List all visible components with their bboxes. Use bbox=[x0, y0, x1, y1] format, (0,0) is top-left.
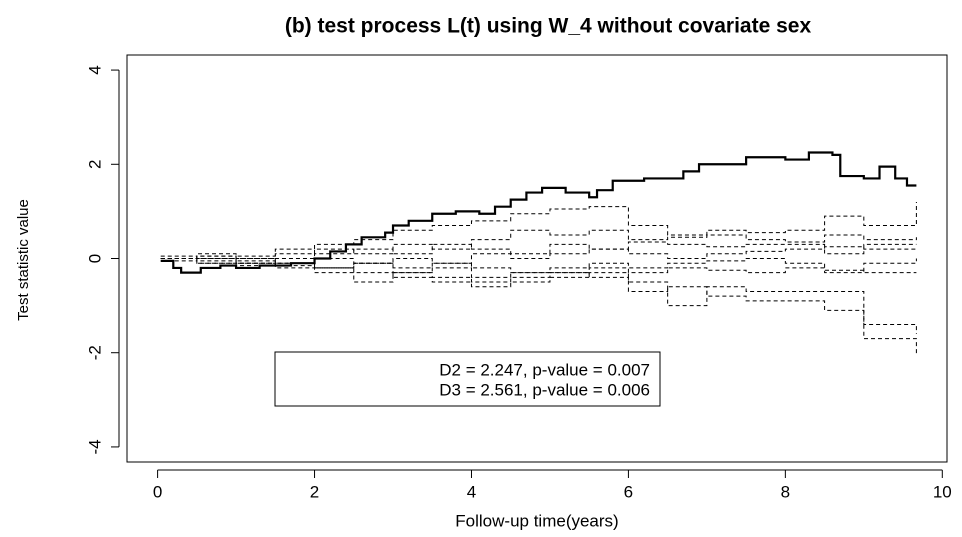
x-tick-label: 4 bbox=[467, 482, 476, 501]
x-tick-label: 8 bbox=[781, 482, 790, 501]
y-tick-label: -2 bbox=[85, 345, 104, 360]
simulated-process bbox=[160, 258, 917, 283]
chart-title: (b) test process L(t) using W_4 without … bbox=[285, 15, 812, 38]
y-tick-label: 4 bbox=[85, 65, 104, 74]
y-tick-label: -4 bbox=[85, 439, 104, 454]
x-tick-label: 6 bbox=[624, 482, 633, 501]
annotation: D2 = 2.247, p-value = 0.007 bbox=[439, 360, 650, 379]
simulated-process bbox=[160, 255, 917, 356]
simulated-process bbox=[160, 229, 917, 264]
annotation-box bbox=[274, 351, 661, 407]
y-tick-label: 2 bbox=[85, 160, 104, 169]
simulated-process bbox=[160, 241, 917, 264]
simulated-process bbox=[160, 201, 917, 259]
y-axis-label: Test statistic value bbox=[15, 199, 32, 321]
x-axis-label: Follow-up time(years) bbox=[455, 511, 618, 530]
annotation: D3 = 2.561, p-value = 0.006 bbox=[439, 380, 650, 399]
simulated-process bbox=[160, 258, 917, 274]
x-tick-label: 10 bbox=[933, 482, 952, 501]
x-tick-label: 0 bbox=[153, 482, 162, 501]
simulated-process bbox=[160, 246, 917, 264]
plot-frame bbox=[126, 54, 948, 463]
y-tick-label: 0 bbox=[85, 254, 104, 263]
x-tick-label: 2 bbox=[310, 482, 319, 501]
simulated-process bbox=[160, 258, 917, 334]
observed-process bbox=[160, 151, 917, 274]
